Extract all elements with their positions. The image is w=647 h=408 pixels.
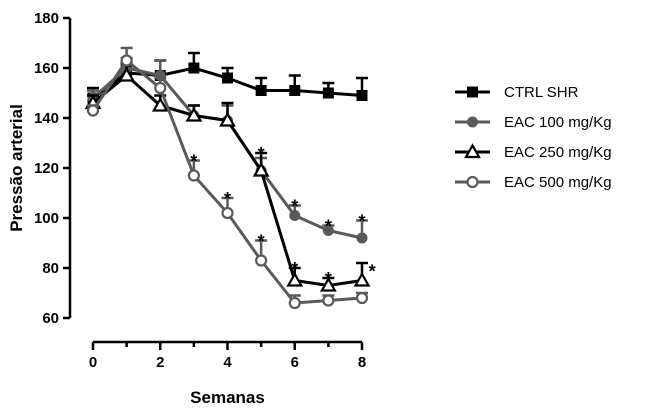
series-2 (84, 64, 371, 292)
significance-marker: * (291, 197, 298, 217)
y-tick-label: 60 (42, 310, 59, 327)
data-point (356, 90, 368, 101)
x-axis: 0 2 4 6 8 (89, 340, 366, 371)
data-point (356, 232, 368, 244)
data-point (188, 62, 200, 74)
data-point (322, 294, 335, 307)
y-axis-title: Pressão arterial (7, 104, 26, 232)
legend-label: EAC 500 mg/Kg (504, 174, 612, 191)
series-3 (86, 46, 369, 310)
x-axis-title: Semanas (190, 388, 265, 407)
legend-marker (466, 175, 479, 189)
significance-marker: * (325, 269, 332, 289)
data-point (353, 271, 371, 287)
data-point (118, 66, 136, 82)
x-tick-label: 0 (89, 354, 97, 371)
data-point (219, 111, 236, 127)
data-point (151, 96, 169, 112)
y-tick-label: 120 (34, 160, 59, 177)
data-point (288, 296, 301, 310)
x-tick-label: 6 (291, 354, 299, 371)
data-point (187, 169, 200, 182)
legend-marker (467, 86, 478, 98)
data-point (221, 206, 234, 220)
significance-annotations: * * * * * * * * * * (190, 144, 375, 289)
y-tick-label: 180 (34, 10, 59, 27)
significance-marker: * (369, 262, 376, 282)
data-point (322, 225, 334, 236)
data-point (319, 276, 337, 292)
legend-label: EAC 250 mg/Kg (504, 144, 612, 161)
x-tick-label: 8 (358, 354, 366, 371)
data-point (120, 54, 133, 67)
data-point (222, 72, 233, 84)
data-point (355, 291, 369, 305)
y-tick-label: 160 (34, 60, 59, 77)
legend-item: EAC 250 mg/Kg (455, 143, 612, 161)
data-point (86, 104, 100, 117)
data-point (289, 85, 301, 96)
significance-marker: * (358, 212, 365, 232)
data-point (255, 85, 267, 96)
x-tick-label: 2 (156, 354, 164, 371)
legend-marker (467, 116, 478, 128)
data-point (322, 87, 334, 99)
legend-item: EAC 100 mg/Kg (455, 114, 612, 131)
y-axis: 60 80 100 120 140 160 180 (34, 10, 72, 327)
significance-marker: * (190, 152, 197, 172)
significance-marker: * (291, 259, 298, 279)
legend-item: EAC 500 mg/Kg (455, 174, 612, 191)
x-tick-label: 4 (223, 354, 232, 371)
significance-marker: * (258, 232, 265, 252)
data-point (289, 210, 301, 221)
data-point (255, 254, 268, 267)
significance-marker: * (258, 144, 265, 164)
significance-marker: * (224, 189, 231, 209)
data-point (252, 161, 270, 177)
legend-label: CTRL SHR (504, 84, 579, 101)
y-tick-label: 100 (34, 210, 59, 227)
legend: CTRL SHR EAC 100 mg/Kg EAC 250 mg/Kg EAC 50… (455, 84, 612, 191)
legend-label: EAC 100 mg/Kg (504, 114, 612, 131)
significance-marker: * (325, 217, 332, 237)
legend-item: CTRL SHR (455, 84, 579, 101)
data-point (185, 106, 203, 122)
y-tick-label: 80 (42, 260, 59, 277)
data-point (286, 271, 304, 287)
series-line (91, 58, 363, 305)
legend-marker (464, 143, 481, 159)
plot-area (84, 46, 371, 310)
data-point (154, 81, 167, 95)
y-tick-label: 140 (34, 110, 59, 127)
